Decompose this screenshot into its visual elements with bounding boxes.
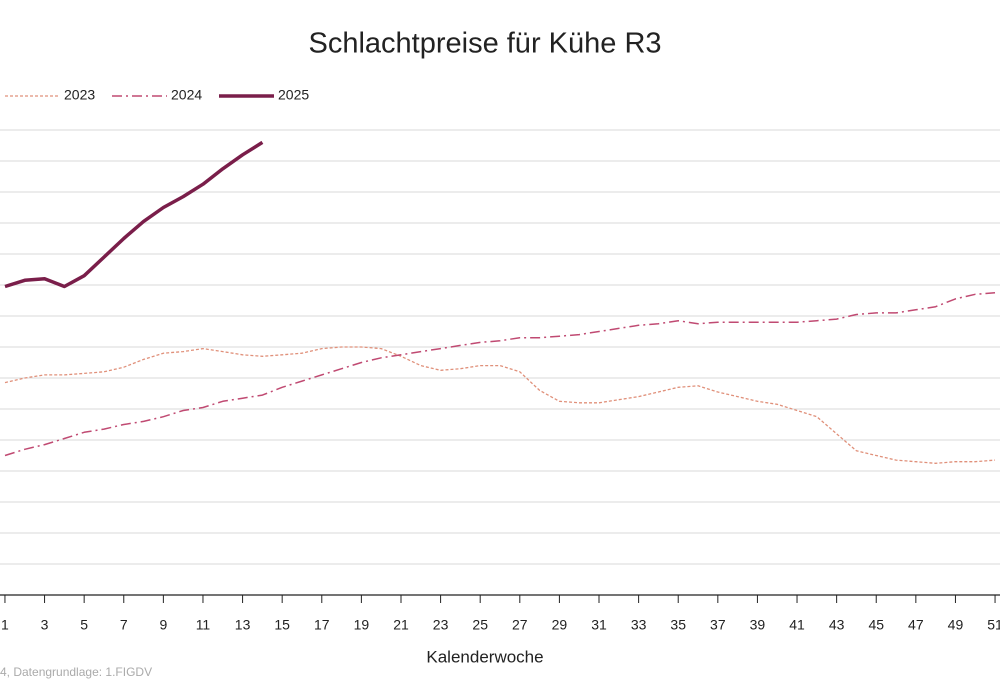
- x-tick-label: 39: [750, 617, 766, 633]
- x-axis-label: Kalenderwoche: [426, 647, 543, 666]
- x-tick-label: 3: [41, 617, 49, 633]
- legend-label: 2025: [278, 87, 309, 103]
- legend-label: 2023: [64, 87, 95, 103]
- x-tick-label: 1: [1, 617, 9, 633]
- series-line: [4, 292, 996, 457]
- x-tick-label: 25: [472, 617, 488, 633]
- x-tick-label: 41: [789, 617, 805, 633]
- x-tick-label: 37: [710, 617, 726, 633]
- x-tick-label: 29: [552, 617, 568, 633]
- series-line: [4, 346, 996, 464]
- chart-title: Schlachtpreise für Kühe R3: [308, 28, 661, 60]
- x-tick-label: 7: [120, 617, 128, 633]
- source-note: 4, Datengrundlage: 1.FIGDV: [0, 665, 152, 679]
- x-tick-label: 35: [670, 617, 686, 633]
- x-tick-label: 27: [512, 617, 528, 633]
- x-tick-label: 15: [274, 617, 290, 633]
- x-tick-label: 31: [591, 617, 607, 633]
- x-tick-label: 45: [868, 617, 884, 633]
- x-tick-label: 19: [354, 617, 370, 633]
- x-tick-label: 23: [433, 617, 449, 633]
- series-line: [4, 140, 264, 289]
- x-tick-label: 9: [159, 617, 167, 633]
- x-tick-label: 51: [987, 617, 1000, 633]
- x-tick-label: 11: [196, 617, 211, 633]
- x-tick-label: 49: [948, 617, 964, 633]
- x-tick-label: 13: [235, 617, 251, 633]
- legend-label: 2024: [171, 87, 202, 103]
- x-tick-label: 33: [631, 617, 647, 633]
- x-tick-label: 21: [393, 617, 409, 633]
- x-tick-label: 43: [829, 617, 845, 633]
- x-tick-label: 47: [908, 617, 924, 633]
- x-tick-label: 17: [314, 617, 330, 633]
- x-tick-label: 5: [80, 617, 88, 633]
